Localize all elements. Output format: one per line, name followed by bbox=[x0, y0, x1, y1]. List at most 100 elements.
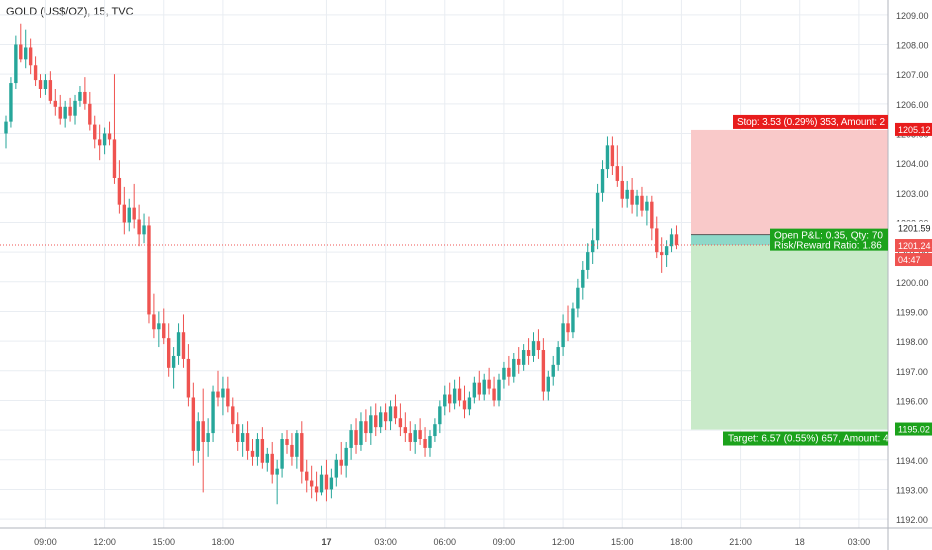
candle-body bbox=[250, 450, 255, 457]
candle-body bbox=[645, 201, 649, 211]
x-tick-label: 18 bbox=[795, 537, 805, 547]
candle-body bbox=[536, 341, 541, 351]
candle-body bbox=[650, 201, 654, 229]
candle-body bbox=[73, 100, 77, 116]
candle-body bbox=[78, 91, 82, 101]
stop-label-box[interactable] bbox=[733, 114, 888, 129]
candle-body bbox=[581, 269, 585, 288]
candle-body bbox=[364, 421, 368, 434]
candle-body bbox=[28, 47, 33, 66]
candle-body bbox=[413, 430, 417, 442]
candle-body bbox=[14, 44, 18, 84]
candle-body bbox=[521, 350, 526, 365]
candle-body bbox=[497, 379, 501, 401]
candle-body bbox=[285, 439, 289, 445]
candle-body bbox=[240, 433, 245, 442]
candle-body bbox=[640, 195, 644, 211]
candle-body bbox=[462, 400, 467, 410]
position-zones bbox=[691, 129, 888, 430]
candle-body bbox=[448, 394, 452, 404]
stop-price-badge-box bbox=[895, 122, 932, 136]
candle-body bbox=[428, 436, 432, 448]
candle-body bbox=[655, 228, 659, 253]
candle-body bbox=[300, 433, 304, 472]
candle-body bbox=[290, 444, 294, 457]
candle-body bbox=[191, 397, 196, 451]
open-pl-box[interactable] bbox=[770, 228, 888, 251]
candle-body bbox=[112, 139, 117, 178]
x-tick-label: 03:00 bbox=[374, 537, 397, 547]
candle-body bbox=[620, 180, 624, 199]
open-pl-text: Open P&L: 0.35, Qty: 70 bbox=[774, 231, 883, 242]
candle-body bbox=[211, 391, 215, 434]
entry-price-badge: 1201.59 bbox=[898, 224, 931, 234]
target-price-badge: 1195.02 bbox=[898, 425, 930, 435]
candle-body bbox=[590, 240, 595, 253]
candle-body bbox=[571, 308, 575, 333]
candle-body bbox=[541, 350, 546, 392]
candle-body bbox=[388, 406, 393, 422]
candle-body bbox=[127, 207, 131, 223]
candle-body bbox=[53, 100, 57, 107]
candle-body bbox=[517, 358, 521, 365]
candle-body bbox=[477, 382, 481, 395]
candle-body bbox=[309, 480, 314, 487]
candle-body bbox=[88, 103, 92, 125]
candle-body bbox=[48, 80, 53, 101]
candle-body bbox=[102, 133, 107, 146]
candle-body bbox=[329, 477, 334, 490]
candle-body bbox=[275, 468, 279, 475]
candle-body bbox=[452, 388, 457, 404]
candle-body bbox=[117, 177, 122, 205]
candle-body bbox=[324, 474, 329, 490]
candle-body bbox=[4, 121, 8, 134]
candle-body bbox=[443, 394, 447, 407]
candle-body bbox=[403, 427, 408, 434]
candle-body bbox=[147, 225, 151, 315]
candle-body bbox=[68, 106, 72, 116]
candle-body bbox=[487, 379, 491, 389]
y-tick-label: 1204.00 bbox=[896, 159, 929, 169]
candle-body bbox=[157, 323, 161, 330]
candle-body bbox=[423, 439, 427, 448]
y-tick-label: 1207.00 bbox=[896, 70, 929, 80]
candle-body bbox=[566, 323, 570, 333]
x-tick-label: 18:00 bbox=[670, 537, 693, 547]
candle-body bbox=[19, 44, 23, 60]
y-tick-label: 1209.00 bbox=[896, 11, 929, 21]
candle-body bbox=[334, 459, 339, 478]
stop-loss-zone bbox=[691, 129, 888, 235]
entry-price-badge-box bbox=[895, 221, 932, 235]
candle-body bbox=[374, 415, 378, 428]
candle-body bbox=[576, 287, 580, 309]
candle-body bbox=[93, 124, 97, 140]
candle-body bbox=[482, 379, 486, 395]
candle-body bbox=[9, 83, 13, 122]
x-tick-label: 15:00 bbox=[152, 537, 175, 547]
open-pl-zone bbox=[691, 234, 771, 246]
candles bbox=[4, 23, 679, 505]
candle-body bbox=[206, 433, 210, 442]
x-tick-label: 09:00 bbox=[34, 537, 57, 547]
candle-body bbox=[600, 169, 605, 193]
candle-body bbox=[659, 252, 664, 256]
x-tick-label: 06:00 bbox=[434, 537, 457, 547]
candle-body bbox=[24, 47, 28, 60]
candle-body bbox=[526, 350, 531, 356]
candle-body bbox=[630, 189, 634, 205]
take-profit-zone bbox=[691, 234, 888, 430]
candle-body bbox=[605, 145, 610, 170]
target-label-box[interactable] bbox=[723, 431, 888, 446]
candle-body bbox=[314, 486, 319, 493]
candle-body bbox=[610, 145, 615, 167]
x-tick-label: 18:00 bbox=[212, 537, 235, 547]
candle-body bbox=[344, 447, 348, 466]
candle-body bbox=[512, 358, 516, 377]
position-labels[interactable]: Stop: 3.53 (0.29%) 353, Amount: 2 Target:… bbox=[723, 114, 932, 446]
candle-body bbox=[393, 406, 398, 419]
candle-body bbox=[231, 406, 235, 425]
candle-body bbox=[38, 80, 43, 89]
candle-body bbox=[137, 219, 141, 235]
stop-label-text: Stop: 3.53 (0.29%) 353, Amount: 2 bbox=[737, 117, 885, 128]
